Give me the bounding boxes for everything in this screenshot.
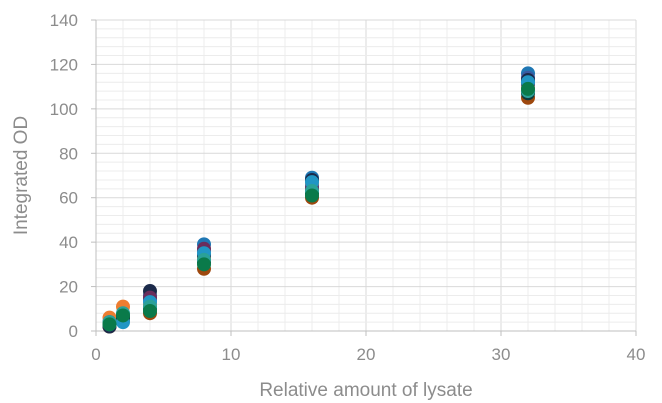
data-point <box>116 308 130 323</box>
x-tick-label: 10 <box>222 345 241 364</box>
y-axis-title: Integrated OD <box>11 116 32 235</box>
y-tick-label: 100 <box>50 100 78 119</box>
data-point <box>143 304 157 319</box>
data-points <box>102 66 535 334</box>
tick-labels: 0 10 20 30 40 0 20 40 60 80 100 120 140 <box>50 11 646 364</box>
x-tick-label: 40 <box>627 345 646 364</box>
axes <box>91 19 637 336</box>
data-point <box>521 81 535 96</box>
y-tick-label: 20 <box>59 278 78 297</box>
data-point <box>305 188 319 203</box>
x-axis-title: Relative amount of lysate <box>259 380 472 401</box>
y-tick-label: 80 <box>59 144 78 163</box>
y-tick-label: 120 <box>50 55 78 74</box>
x-tick-label: 0 <box>91 345 100 364</box>
data-point <box>197 257 211 272</box>
y-tick-label: 0 <box>69 322 78 341</box>
y-tick-label: 40 <box>59 233 78 252</box>
x-tick-label: 30 <box>492 345 511 364</box>
x-tick-label: 20 <box>357 345 376 364</box>
grid <box>95 19 637 332</box>
y-tick-label: 60 <box>59 189 78 208</box>
data-point <box>102 317 117 332</box>
y-tick-label: 140 <box>50 11 78 30</box>
